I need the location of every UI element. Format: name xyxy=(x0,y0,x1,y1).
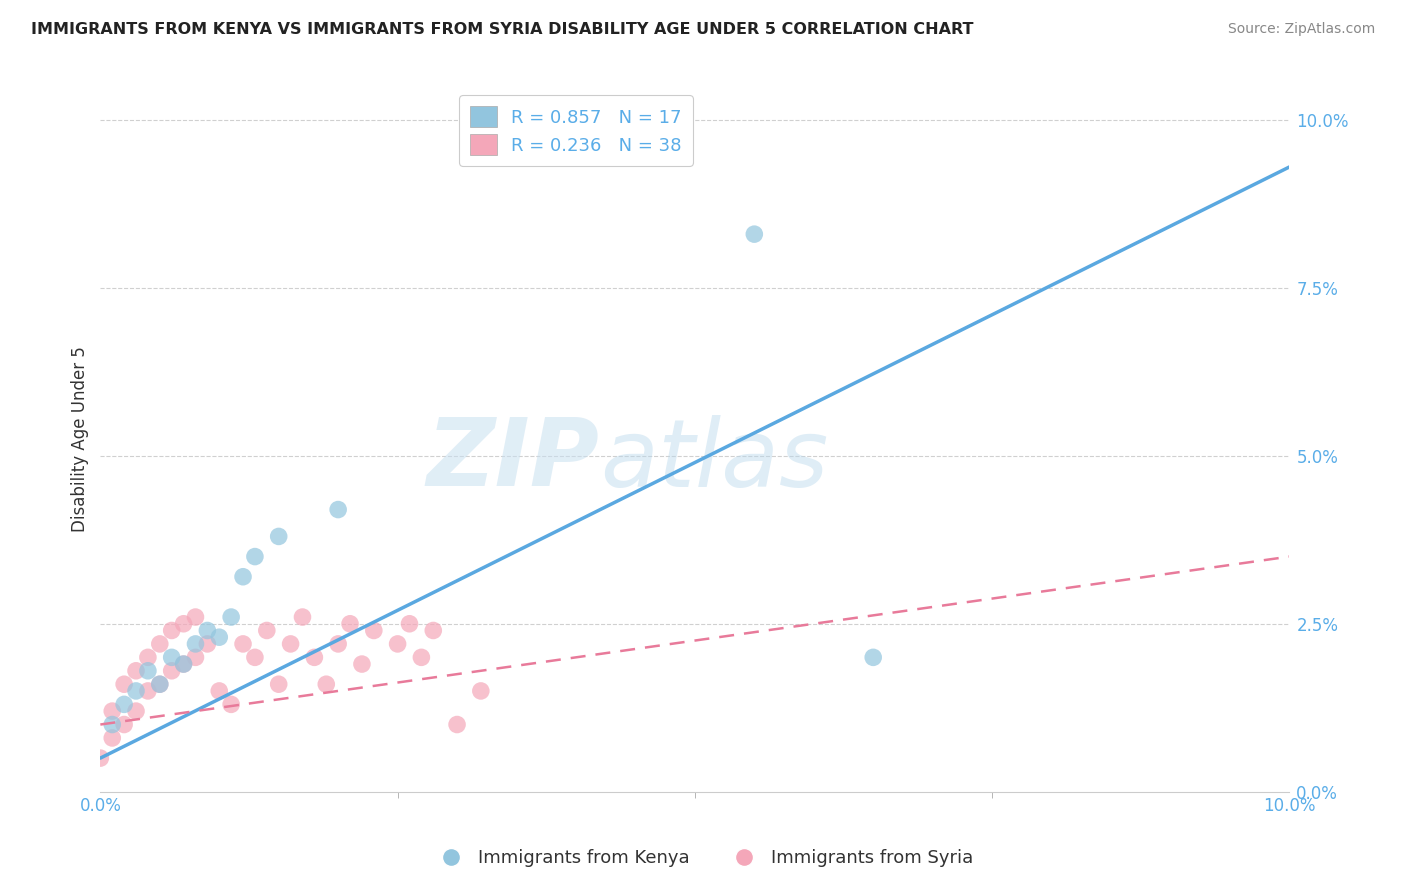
Point xyxy=(232,570,254,584)
Point xyxy=(184,637,207,651)
Point xyxy=(291,610,314,624)
Text: ZIP: ZIP xyxy=(427,414,600,506)
Point xyxy=(195,637,218,651)
Point xyxy=(184,650,207,665)
Point xyxy=(446,717,468,731)
Point xyxy=(101,704,124,718)
Point xyxy=(219,698,242,712)
Point xyxy=(219,610,242,624)
Point xyxy=(862,650,884,665)
Point xyxy=(363,624,385,638)
Legend: R = 0.857   N = 17, R = 0.236   N = 38: R = 0.857 N = 17, R = 0.236 N = 38 xyxy=(460,95,693,166)
Point xyxy=(136,664,159,678)
Point xyxy=(160,624,183,638)
Point xyxy=(339,616,361,631)
Point xyxy=(256,624,278,638)
Point xyxy=(208,630,231,644)
Point xyxy=(160,650,183,665)
Point xyxy=(350,657,373,671)
Point xyxy=(742,227,765,241)
Point xyxy=(136,684,159,698)
Y-axis label: Disability Age Under 5: Disability Age Under 5 xyxy=(72,346,89,532)
Point xyxy=(280,637,302,651)
Point xyxy=(173,657,195,671)
Point xyxy=(195,624,218,638)
Point xyxy=(328,637,350,651)
Point xyxy=(422,624,444,638)
Point xyxy=(149,677,172,691)
Point xyxy=(243,650,266,665)
Point xyxy=(112,698,135,712)
Point xyxy=(304,650,326,665)
Point xyxy=(470,684,492,698)
Point xyxy=(149,637,172,651)
Point xyxy=(112,717,135,731)
Point xyxy=(136,650,159,665)
Point xyxy=(149,677,172,691)
Point xyxy=(208,684,231,698)
Legend: Immigrants from Kenya, Immigrants from Syria: Immigrants from Kenya, Immigrants from S… xyxy=(426,842,980,874)
Point xyxy=(89,751,111,765)
Point xyxy=(267,529,290,543)
Point xyxy=(112,677,135,691)
Point xyxy=(387,637,409,651)
Point xyxy=(125,704,148,718)
Point xyxy=(173,616,195,631)
Point xyxy=(125,684,148,698)
Point xyxy=(411,650,433,665)
Point xyxy=(398,616,420,631)
Point xyxy=(267,677,290,691)
Point xyxy=(125,664,148,678)
Text: Source: ZipAtlas.com: Source: ZipAtlas.com xyxy=(1227,22,1375,37)
Point xyxy=(232,637,254,651)
Point xyxy=(160,664,183,678)
Point xyxy=(101,717,124,731)
Point xyxy=(184,610,207,624)
Point xyxy=(173,657,195,671)
Point xyxy=(101,731,124,745)
Point xyxy=(328,502,350,516)
Point xyxy=(315,677,337,691)
Point xyxy=(243,549,266,564)
Text: atlas: atlas xyxy=(600,415,828,506)
Text: IMMIGRANTS FROM KENYA VS IMMIGRANTS FROM SYRIA DISABILITY AGE UNDER 5 CORRELATIO: IMMIGRANTS FROM KENYA VS IMMIGRANTS FROM… xyxy=(31,22,973,37)
